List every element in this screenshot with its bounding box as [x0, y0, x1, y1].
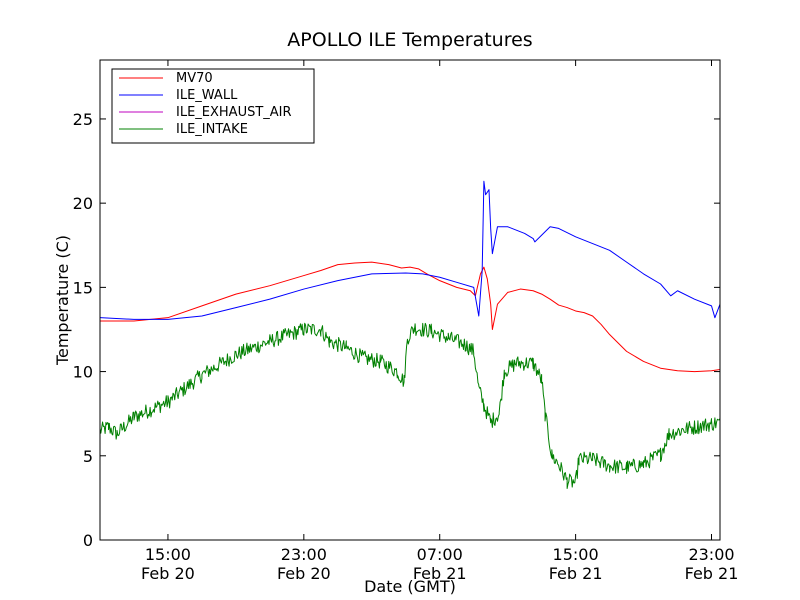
x-tick-time-label: 15:00: [145, 545, 191, 564]
series-line-ile-wall: [100, 180, 720, 320]
x-tick-date-label: Feb 21: [413, 564, 467, 583]
series-line-ile-intake: [100, 322, 720, 489]
plot-frame: [99, 59, 721, 541]
series-line-mv70: [100, 261, 720, 373]
y-tick-label: 15: [73, 278, 93, 297]
legend-label: ILE_INTAKE: [176, 122, 248, 137]
legend: MV70 ILE_WALL ILE_EXHAUST_AIR ILE_INTAKE: [111, 68, 315, 144]
x-axis-title: Date (GMT): [364, 577, 456, 596]
legend-label: ILE_WALL: [176, 88, 238, 103]
y-tick-label: 25: [73, 110, 93, 129]
x-tick-date-label: Feb 21: [685, 564, 739, 583]
plot-area: [99, 59, 721, 541]
y-tick-label: 0: [83, 531, 93, 550]
x-tick-date-label: Feb 21: [549, 564, 603, 583]
x-tick-time-label: 15:00: [553, 545, 599, 564]
y-axis-title: Temperature (C): [53, 235, 72, 366]
x-tick-time-label: 23:00: [281, 545, 327, 564]
y-tick-label: 10: [73, 363, 93, 382]
y-tick-label: 20: [73, 194, 93, 213]
chart-title: APOLLO ILE Temperatures: [287, 29, 532, 51]
x-tick-date-label: Feb 20: [141, 564, 195, 583]
x-tick-date-label: Feb 20: [277, 564, 331, 583]
legend-label: ILE_EXHAUST_AIR: [176, 105, 292, 120]
x-tick-time-label: 23:00: [688, 545, 734, 564]
x-tick-time-label: 07:00: [417, 545, 463, 564]
y-tick-label: 5: [83, 447, 93, 466]
legend-box: [111, 68, 315, 144]
legend-label: MV70: [176, 71, 213, 86]
